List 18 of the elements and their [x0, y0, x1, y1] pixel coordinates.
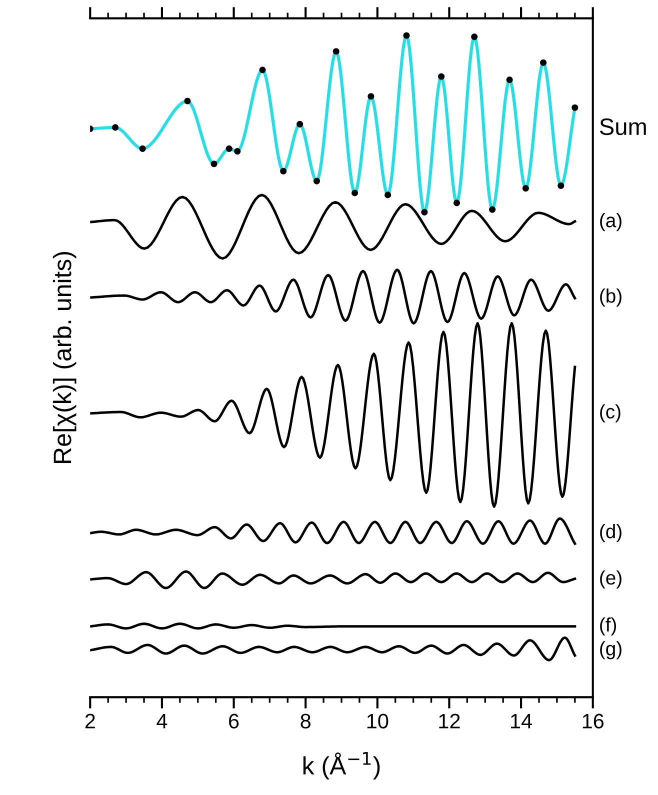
series-label: (d) — [600, 524, 622, 542]
x-tick-label: 12 — [439, 714, 460, 728]
x-tick-label: 10 — [367, 714, 388, 728]
x-tick-label: 8 — [300, 714, 310, 728]
x-tick-label: 16 — [582, 714, 604, 728]
series-label: (g) — [600, 641, 622, 660]
series-label: (c) — [600, 404, 620, 422]
x-tick-label: 2 — [85, 714, 95, 728]
series-label: (e) — [600, 570, 622, 588]
series-label: (f) — [600, 617, 616, 636]
series-label: Sum — [600, 118, 646, 136]
series-label: (b) — [600, 288, 622, 307]
x-axis-title: k (Å$^{−1}$) — [303, 752, 380, 780]
x-tick-label: 4 — [156, 714, 168, 728]
series-label: (a) — [600, 213, 622, 232]
x-tick-label: 14 — [511, 714, 532, 728]
y-axis-title: Re[χ(k)] (arb. units) — [52, 252, 76, 463]
x-tick-label: 6 — [229, 714, 239, 728]
